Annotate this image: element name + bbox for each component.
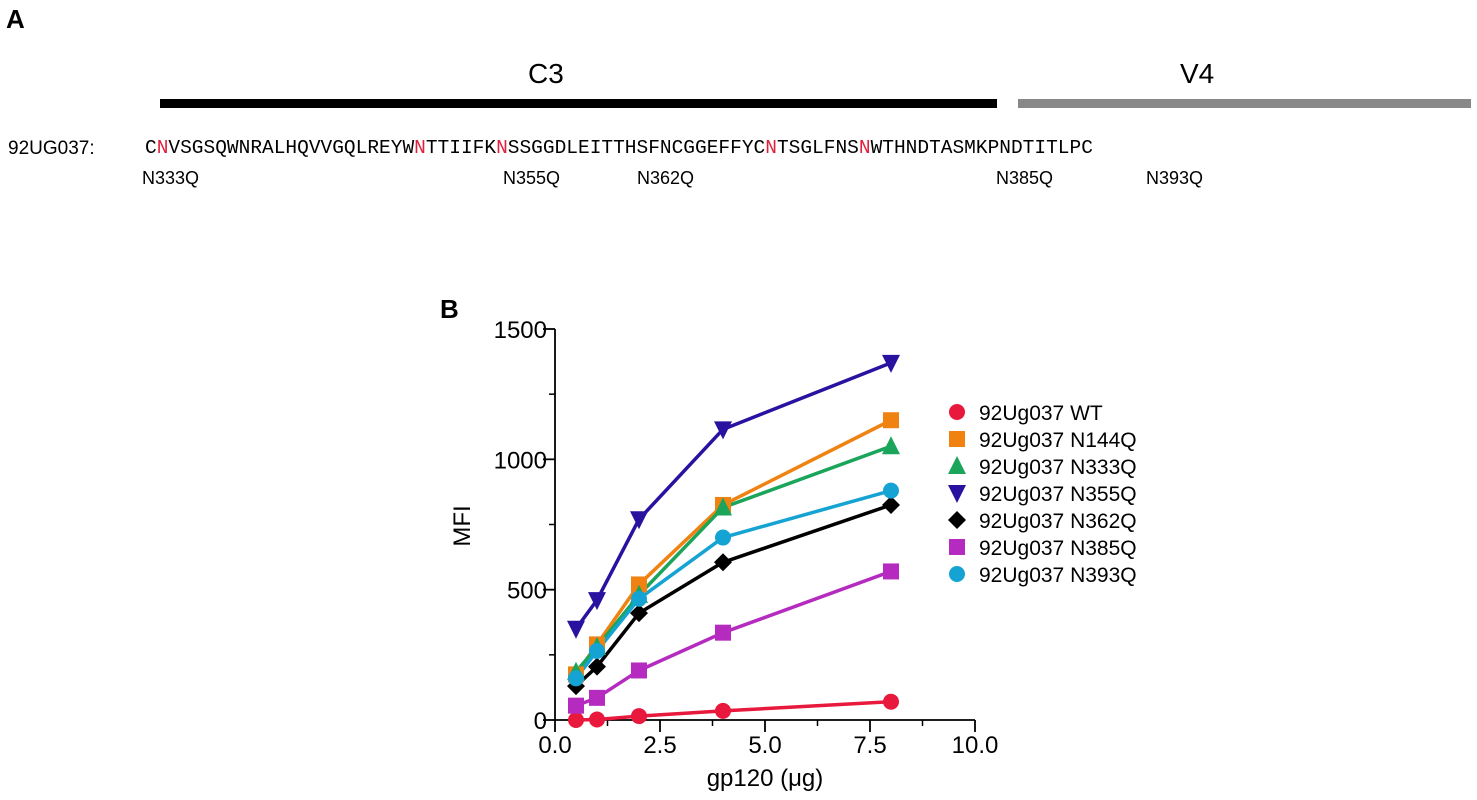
x-tick-label: 7.5 bbox=[853, 732, 886, 759]
glycosylation-site-residue: N bbox=[765, 137, 777, 159]
glycosylation-site-residue: N bbox=[858, 137, 871, 159]
data-point bbox=[715, 529, 731, 546]
region-v4-bar bbox=[1018, 99, 1471, 108]
x-tick-label: 10.0 bbox=[952, 732, 999, 759]
x-tick-label: 0.0 bbox=[538, 732, 571, 759]
region-c3-label: C3 bbox=[528, 58, 564, 89]
panel-a-label: A bbox=[6, 4, 25, 34]
sequence-segment: TTIIFK bbox=[425, 137, 497, 159]
legend-marker bbox=[948, 485, 966, 503]
glycosylation-site-residue: N bbox=[156, 137, 169, 159]
legend-label: 92Ug037 N385Q bbox=[979, 537, 1137, 560]
data-point bbox=[630, 604, 648, 623]
data-point bbox=[567, 620, 585, 639]
data-point bbox=[714, 497, 732, 516]
legend-marker bbox=[949, 566, 965, 582]
data-point bbox=[631, 708, 647, 725]
data-point bbox=[631, 662, 647, 679]
sequence-segment: VSGSQWNRALHQVVGQLREYW bbox=[168, 137, 415, 159]
sequence-segment: WTHNDTASMKPNDTITLPC bbox=[870, 137, 1093, 159]
region-v4-label: V4 bbox=[1180, 58, 1215, 89]
x-tick-label: 2.5 bbox=[643, 732, 676, 759]
data-point bbox=[568, 670, 584, 687]
data-point bbox=[568, 697, 584, 714]
glycosylation-site-residue: N bbox=[414, 137, 426, 159]
mutation-label: N355Q bbox=[503, 168, 561, 188]
mutation-label: N393Q bbox=[1146, 168, 1204, 188]
mutation-label: N333Q bbox=[142, 168, 200, 188]
data-point bbox=[883, 482, 899, 499]
data-point bbox=[589, 689, 605, 706]
data-point bbox=[588, 657, 606, 676]
legend-label: 92Ug037 N355Q bbox=[979, 483, 1137, 506]
mutation-label: N385Q bbox=[996, 168, 1054, 188]
legend-marker bbox=[949, 404, 965, 420]
data-point bbox=[630, 511, 648, 530]
data-point bbox=[882, 495, 900, 514]
y-tick-label: 500 bbox=[507, 578, 547, 605]
legend-label: 92Ug037 N393Q bbox=[979, 564, 1137, 587]
data-point bbox=[631, 576, 647, 593]
y-tick-label: 1000 bbox=[494, 447, 547, 474]
legend-label: 92Ug037 N333Q bbox=[979, 456, 1137, 479]
legend-label: 92Ug037 N362Q bbox=[979, 510, 1137, 533]
data-point bbox=[883, 693, 899, 710]
series-line bbox=[574, 488, 892, 680]
data-point bbox=[715, 702, 731, 719]
panel-b-label: B bbox=[440, 294, 459, 324]
sequence-segment: TSGLFNS bbox=[776, 137, 859, 159]
data-point bbox=[883, 563, 899, 580]
data-point bbox=[588, 592, 606, 611]
data-point bbox=[882, 354, 900, 373]
series-line bbox=[575, 569, 892, 708]
y-tick-label: 0 bbox=[534, 708, 547, 735]
glycosylation-site-residue: N bbox=[496, 137, 508, 159]
data-point bbox=[714, 421, 732, 440]
legend-marker bbox=[948, 456, 966, 474]
region-c3-bar bbox=[160, 99, 997, 108]
data-point bbox=[589, 642, 605, 659]
sequence-segment: C bbox=[145, 137, 157, 159]
legend-marker bbox=[949, 539, 965, 555]
data-point bbox=[631, 590, 647, 607]
mutation-label: N362Q bbox=[637, 168, 695, 188]
legend-marker bbox=[948, 511, 966, 529]
data-point bbox=[715, 624, 731, 641]
series-line bbox=[574, 503, 892, 688]
legend-marker bbox=[949, 431, 965, 447]
data-point bbox=[883, 412, 899, 429]
legend-label: 92Ug037 WT bbox=[979, 402, 1103, 425]
y-tick-label: 1500 bbox=[494, 317, 547, 344]
x-tick-label: 5.0 bbox=[748, 732, 781, 759]
data-point bbox=[882, 436, 900, 455]
sequence-segment: SSGGDLEITTHSFNCGGEFFYC bbox=[507, 137, 766, 159]
data-point bbox=[714, 553, 732, 572]
x-axis-label: gp120 (μg) bbox=[707, 765, 824, 792]
data-point bbox=[568, 712, 584, 728]
legend-label: 92Ug037 N144Q bbox=[979, 429, 1137, 452]
sequence-name: 92UG037: bbox=[8, 138, 95, 159]
sequence: CNVSGSQWNRALHQVVGQLREYWNTTIIFKNSSGGDLEIT… bbox=[145, 137, 1093, 159]
series-line bbox=[575, 700, 892, 722]
y-axis-label: MFI bbox=[449, 505, 476, 546]
data-point bbox=[589, 711, 605, 728]
